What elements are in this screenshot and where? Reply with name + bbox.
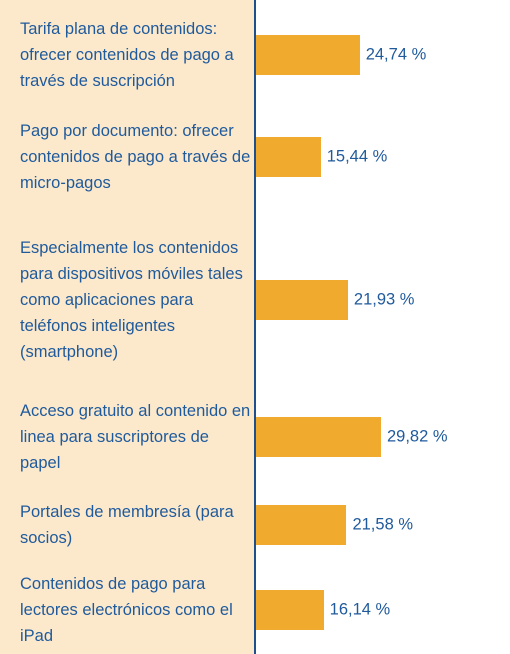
label-panel (0, 0, 255, 654)
bar (256, 590, 324, 630)
axis-line (254, 0, 256, 654)
category-label: Especialmente los contenidos para dispos… (20, 239, 243, 361)
bar (256, 505, 347, 545)
category-label: Contenidos de pago para lectores electró… (20, 575, 233, 645)
bar (256, 35, 360, 75)
bar (256, 137, 321, 177)
value-label: 21,93 % (353, 290, 415, 309)
bar (256, 417, 381, 457)
value-label: 29,82 % (387, 427, 448, 446)
value-label: 15,44 % (326, 147, 388, 166)
category-label: Portales de membresía (para socios) (20, 503, 234, 547)
value-label: 21,58 % (352, 515, 413, 534)
value-label: 24,74 % (365, 45, 427, 64)
value-label: 16,14 % (329, 600, 391, 619)
category-label: Tarifa plana de contenidos: ofrecer cont… (20, 20, 234, 90)
category-label: Acceso gratuito al contenido en linea pa… (20, 402, 251, 472)
category-label: Pago por documento: ofrecer contenidos d… (20, 122, 251, 192)
bar (256, 280, 348, 320)
